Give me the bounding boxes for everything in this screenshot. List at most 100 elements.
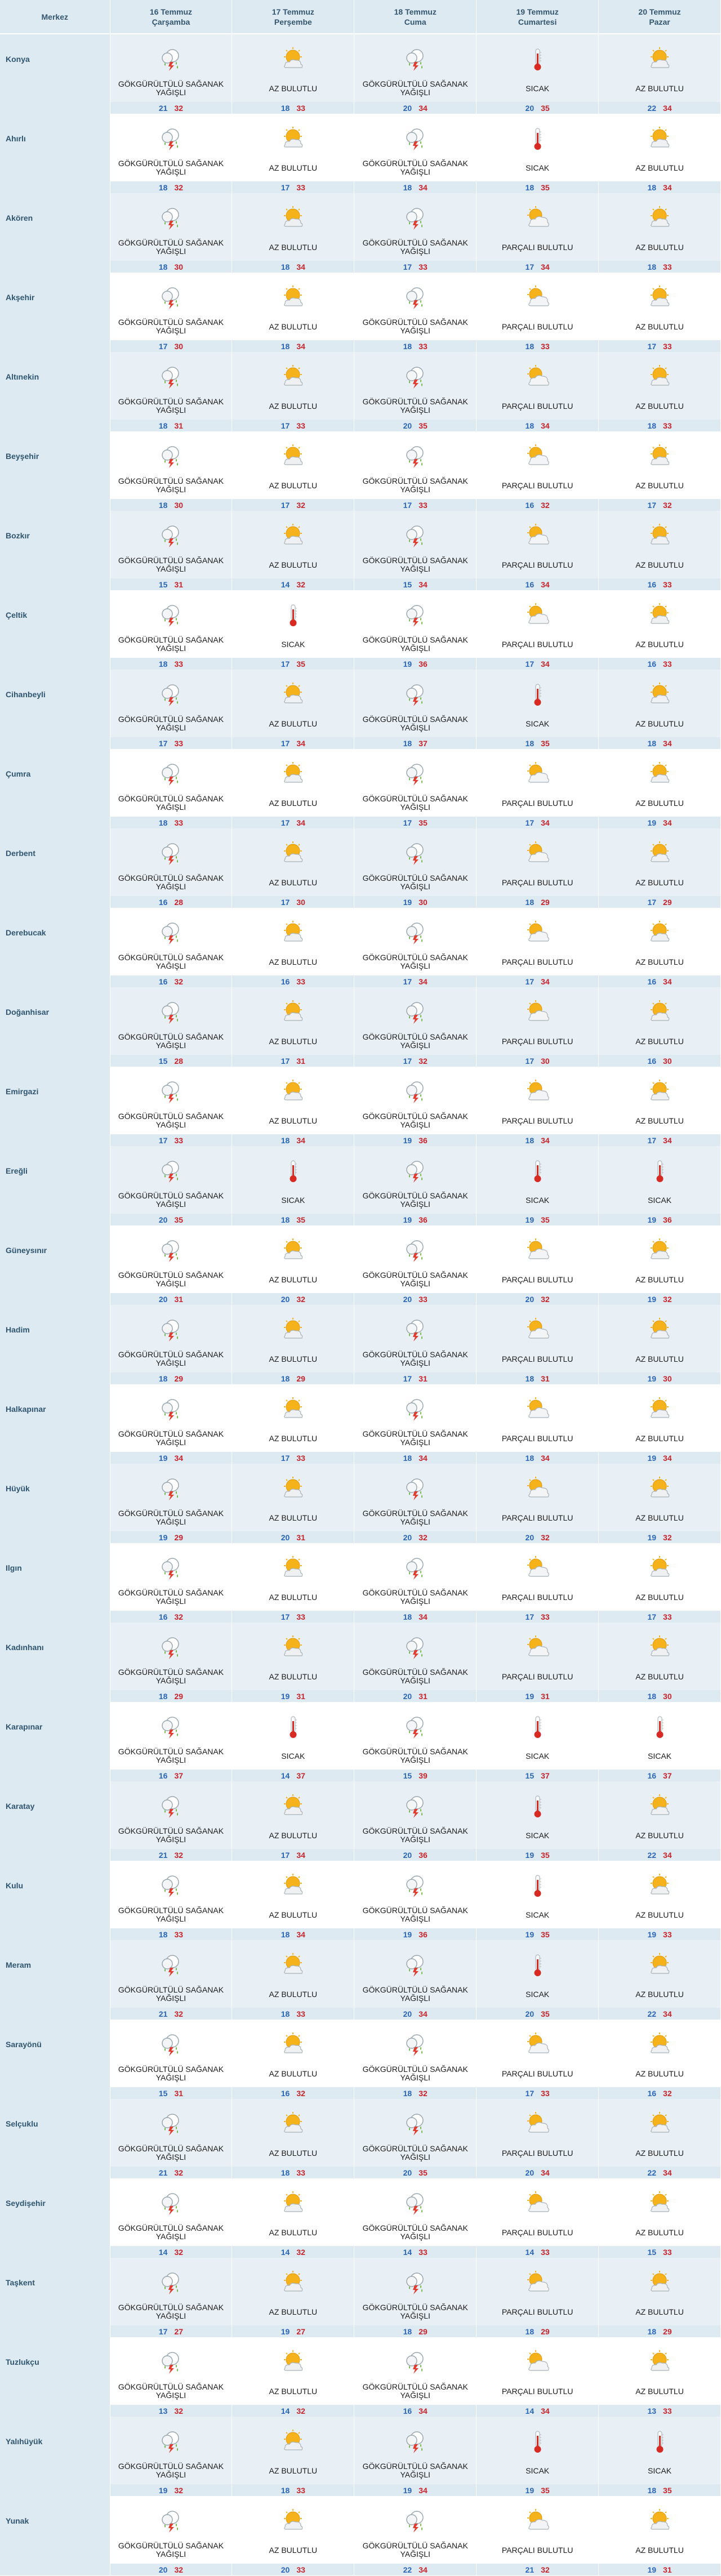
city-name[interactable]: Derebucak — [0, 908, 110, 987]
forecast-cell: AZ BULUTLU 22 34 — [598, 1781, 721, 1861]
city-name[interactable]: Çeltik — [0, 590, 110, 670]
temperature-range: 20 35 — [477, 102, 599, 114]
forecast-cell: PARÇALI BULUTLU 21 32 — [476, 2496, 599, 2575]
max-temperature: 36 — [419, 1929, 428, 1939]
table-row: Taşkent GÖKGÜRÜLTÜLÜ SAĞANAK YAĞIŞLI 17 27 A… — [0, 2258, 721, 2337]
city-name[interactable]: Seydişehir — [0, 2178, 110, 2258]
city-name[interactable]: Hadim — [0, 1305, 110, 1384]
forecast-cell: GÖKGÜRÜLTÜLÜ SAĞANAK YAĞIŞLI 18 34 — [354, 1384, 477, 1464]
city-name[interactable]: Kulu — [0, 1861, 110, 1940]
max-temperature: 33 — [296, 2485, 305, 2495]
city-name[interactable]: Selçuklu — [0, 2099, 110, 2178]
mostly-cloudy-icon — [477, 1543, 598, 1584]
min-temperature: 17 — [158, 1135, 168, 1145]
max-temperature: 34 — [296, 738, 305, 748]
max-temperature: 34 — [296, 341, 305, 351]
thermometer-icon — [477, 1861, 598, 1901]
day-header-1: 16 Temmuz Çarşamba — [110, 0, 233, 34]
thunderstorm-icon — [110, 2417, 232, 2457]
partly-cloudy-icon — [232, 1543, 354, 1584]
city-name[interactable]: Beyşehir — [0, 431, 110, 511]
city-name[interactable]: Sarayönü — [0, 2020, 110, 2099]
partly-cloudy-icon — [232, 2178, 354, 2219]
condition-text: PARÇALI BULUTLU — [501, 322, 573, 331]
max-temperature: 31 — [174, 421, 184, 430]
city-name[interactable]: Karatay — [0, 1781, 110, 1861]
city-name[interactable]: Karapınar — [0, 1702, 110, 1781]
max-temperature: 34 — [663, 182, 672, 192]
city-name[interactable]: Tuzlukçu — [0, 2337, 110, 2417]
city-name[interactable]: Derbent — [0, 828, 110, 908]
min-temperature: 20 — [525, 2168, 535, 2177]
min-temperature: 18 — [281, 2168, 290, 2177]
min-temperature: 14 — [525, 2406, 535, 2415]
condition-text: SICAK — [281, 639, 305, 649]
forecast-cell: AZ BULUTLU 22 34 — [598, 2099, 721, 2178]
forecast-cell: AZ BULUTLU 18 33 — [232, 34, 355, 114]
city-name[interactable]: Hüyük — [0, 1464, 110, 1543]
forecast-cell: PARÇALI BULUTLU 18 34 — [476, 1384, 599, 1464]
forecast-cell: PARÇALI BULUTLU 18 34 — [476, 352, 599, 431]
forecast-cell: PARÇALI BULUTLU 17 34 — [476, 590, 599, 670]
condition-text: AZ BULUTLU — [269, 1274, 318, 1284]
city-name[interactable]: Halkapınar — [0, 1384, 110, 1464]
min-temperature: 20 — [525, 1294, 535, 1304]
temperature-range: 19 34 — [354, 2484, 477, 2496]
city-name[interactable]: Konya — [0, 34, 110, 114]
min-temperature: 20 — [403, 1294, 412, 1304]
min-temperature: 17 — [281, 421, 290, 430]
city-name[interactable]: Emirgazi — [0, 1067, 110, 1146]
city-name[interactable]: Akören — [0, 193, 110, 273]
city-name[interactable]: Cihanbeyli — [0, 670, 110, 749]
condition-text: GÖKGÜRÜLTÜLÜ SAĞANAK YAĞIŞLI — [362, 1112, 468, 1129]
city-name[interactable]: Taşkent — [0, 2258, 110, 2337]
condition-text: PARÇALI BULUTLU — [501, 480, 573, 490]
temperature-range: 21 32 — [110, 2167, 232, 2178]
temperature-range: 17 33 — [232, 181, 354, 193]
table-row: Hüyük GÖKGÜRÜLTÜLÜ SAĞANAK YAĞIŞLI 19 29 AZ … — [0, 1464, 721, 1543]
temperature-range: 16 37 — [599, 1770, 720, 1781]
city-name[interactable]: Meram — [0, 1940, 110, 2020]
city-name[interactable]: Akşehir — [0, 273, 110, 352]
max-temperature: 37 — [174, 1771, 184, 1780]
temperature-range: 18 33 — [232, 2008, 354, 2020]
city-name[interactable]: Yalıhüyük — [0, 2417, 110, 2496]
condition-text: AZ BULUTLU — [635, 877, 684, 887]
temperature-range: 19 36 — [354, 658, 477, 670]
condition-text: GÖKGÜRÜLTÜLÜ SAĞANAK YAĞIŞLI — [118, 1906, 224, 1923]
partly-cloudy-icon — [232, 987, 354, 1028]
city-name[interactable]: Kadınhanı — [0, 1623, 110, 1702]
city-name[interactable]: Güneysınır — [0, 1225, 110, 1305]
max-temperature: 30 — [174, 341, 184, 351]
max-temperature: 35 — [541, 1215, 550, 1224]
temperature-range: 14 32 — [232, 2405, 354, 2417]
forecast-cell: GÖKGÜRÜLTÜLÜ SAĞANAK YAĞIŞLI 20 34 — [354, 34, 477, 114]
city-name[interactable]: Yunak — [0, 2496, 110, 2575]
max-temperature: 33 — [663, 1929, 672, 1939]
thermometer-icon — [232, 590, 354, 631]
forecast-cell: GÖKGÜRÜLTÜLÜ SAĞANAK YAĞIŞLI 18 29 — [354, 2258, 477, 2337]
city-name[interactable]: Altınekin — [0, 352, 110, 431]
condition-text: AZ BULUTLU — [635, 1513, 684, 1522]
city-name[interactable]: Ereğli — [0, 1146, 110, 1225]
max-temperature: 34 — [663, 103, 672, 113]
partly-cloudy-icon — [599, 273, 720, 313]
partly-cloudy-icon — [599, 590, 720, 631]
city-name[interactable]: Ilgın — [0, 1543, 110, 1623]
mostly-cloudy-icon — [477, 1384, 598, 1425]
city-name[interactable]: Doğanhisar — [0, 987, 110, 1067]
thunderstorm-icon — [110, 2258, 232, 2298]
city-name[interactable]: Bozkır — [0, 511, 110, 590]
partly-cloudy-icon — [599, 2496, 720, 2537]
min-temperature: 17 — [525, 977, 535, 986]
min-temperature: 17 — [281, 500, 290, 510]
temperature-range: 19 32 — [599, 1531, 720, 1543]
temperature-range: 20 31 — [110, 1293, 232, 1305]
city-name[interactable]: Ahırlı — [0, 114, 110, 193]
city-name[interactable]: Çumra — [0, 749, 110, 828]
max-temperature: 32 — [663, 1294, 672, 1304]
city-column-header: Merkez — [0, 0, 110, 34]
table-row: Ahırlı GÖKGÜRÜLTÜLÜ SAĞANAK YAĞIŞLI 18 32 AZ… — [0, 114, 721, 193]
partly-cloudy-icon — [599, 1623, 720, 1663]
condition-text: GÖKGÜRÜLTÜLÜ SAĞANAK YAĞIŞLI — [118, 159, 224, 176]
